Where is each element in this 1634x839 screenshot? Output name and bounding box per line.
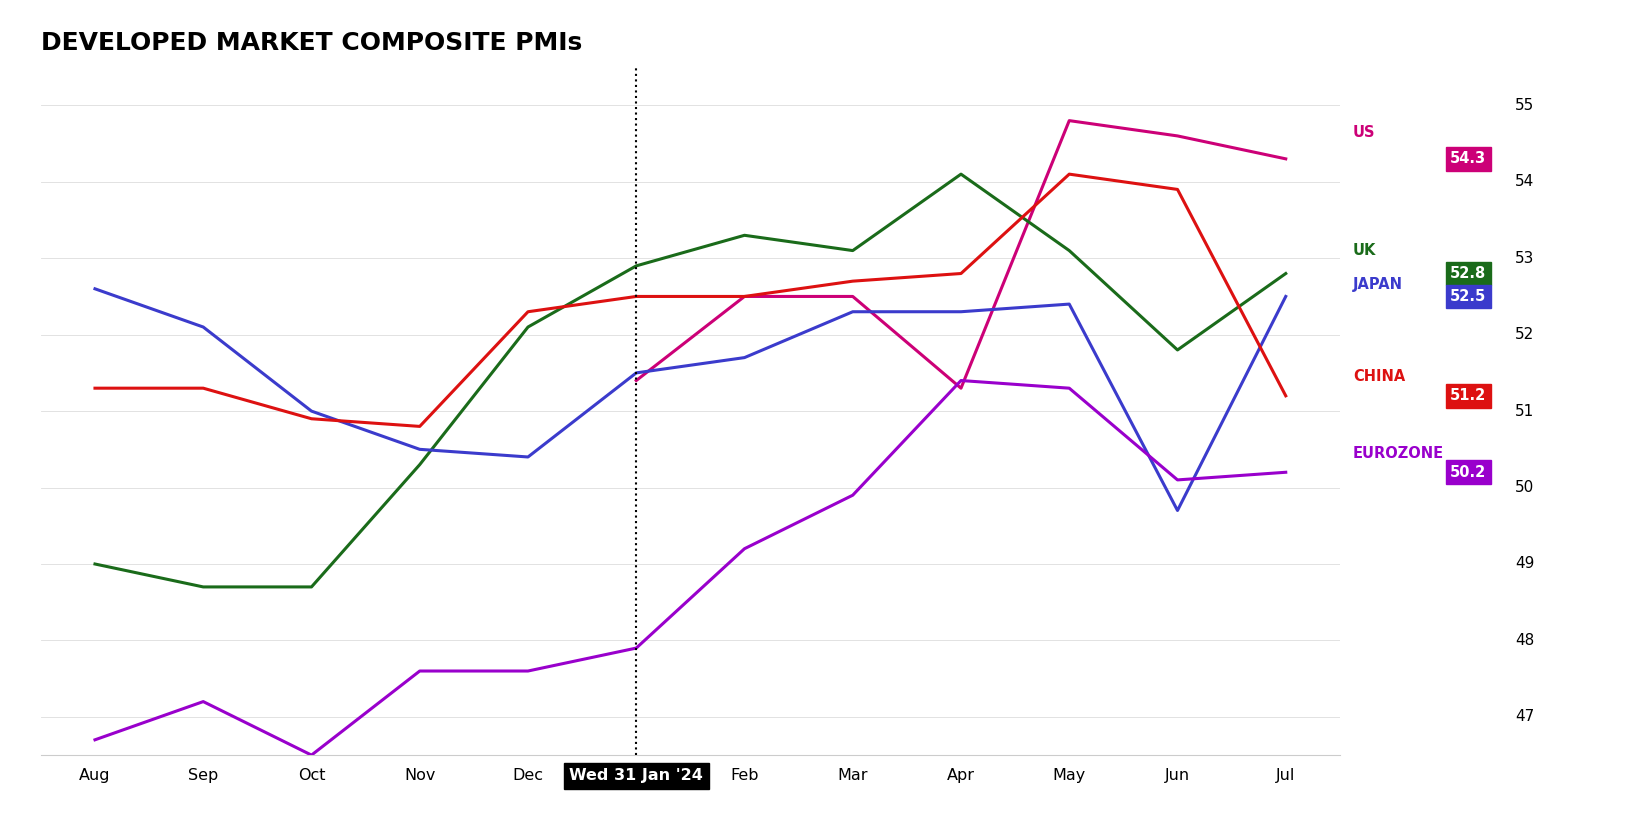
Text: 54: 54	[1515, 175, 1534, 190]
Text: 50.2: 50.2	[1451, 465, 1487, 480]
Text: CHINA: CHINA	[1353, 369, 1405, 384]
Text: DEVELOPED MARKET COMPOSITE PMIs: DEVELOPED MARKET COMPOSITE PMIs	[41, 31, 582, 55]
Text: JAPAN: JAPAN	[1353, 278, 1404, 293]
Text: 51.2: 51.2	[1451, 388, 1487, 404]
Text: 55: 55	[1515, 98, 1534, 112]
Text: 50: 50	[1515, 480, 1534, 495]
Text: 47: 47	[1515, 710, 1534, 724]
Text: EUROZONE: EUROZONE	[1353, 446, 1444, 461]
Text: 54.3: 54.3	[1451, 151, 1487, 166]
Text: 48: 48	[1515, 633, 1534, 648]
Text: 53: 53	[1515, 251, 1534, 266]
Text: US: US	[1353, 125, 1376, 139]
Text: UK: UK	[1353, 243, 1376, 258]
Text: 52: 52	[1515, 327, 1534, 342]
Text: 52.5: 52.5	[1451, 289, 1487, 304]
Text: 49: 49	[1515, 556, 1534, 571]
Text: 52.8: 52.8	[1451, 266, 1487, 281]
Text: 51: 51	[1515, 404, 1534, 419]
